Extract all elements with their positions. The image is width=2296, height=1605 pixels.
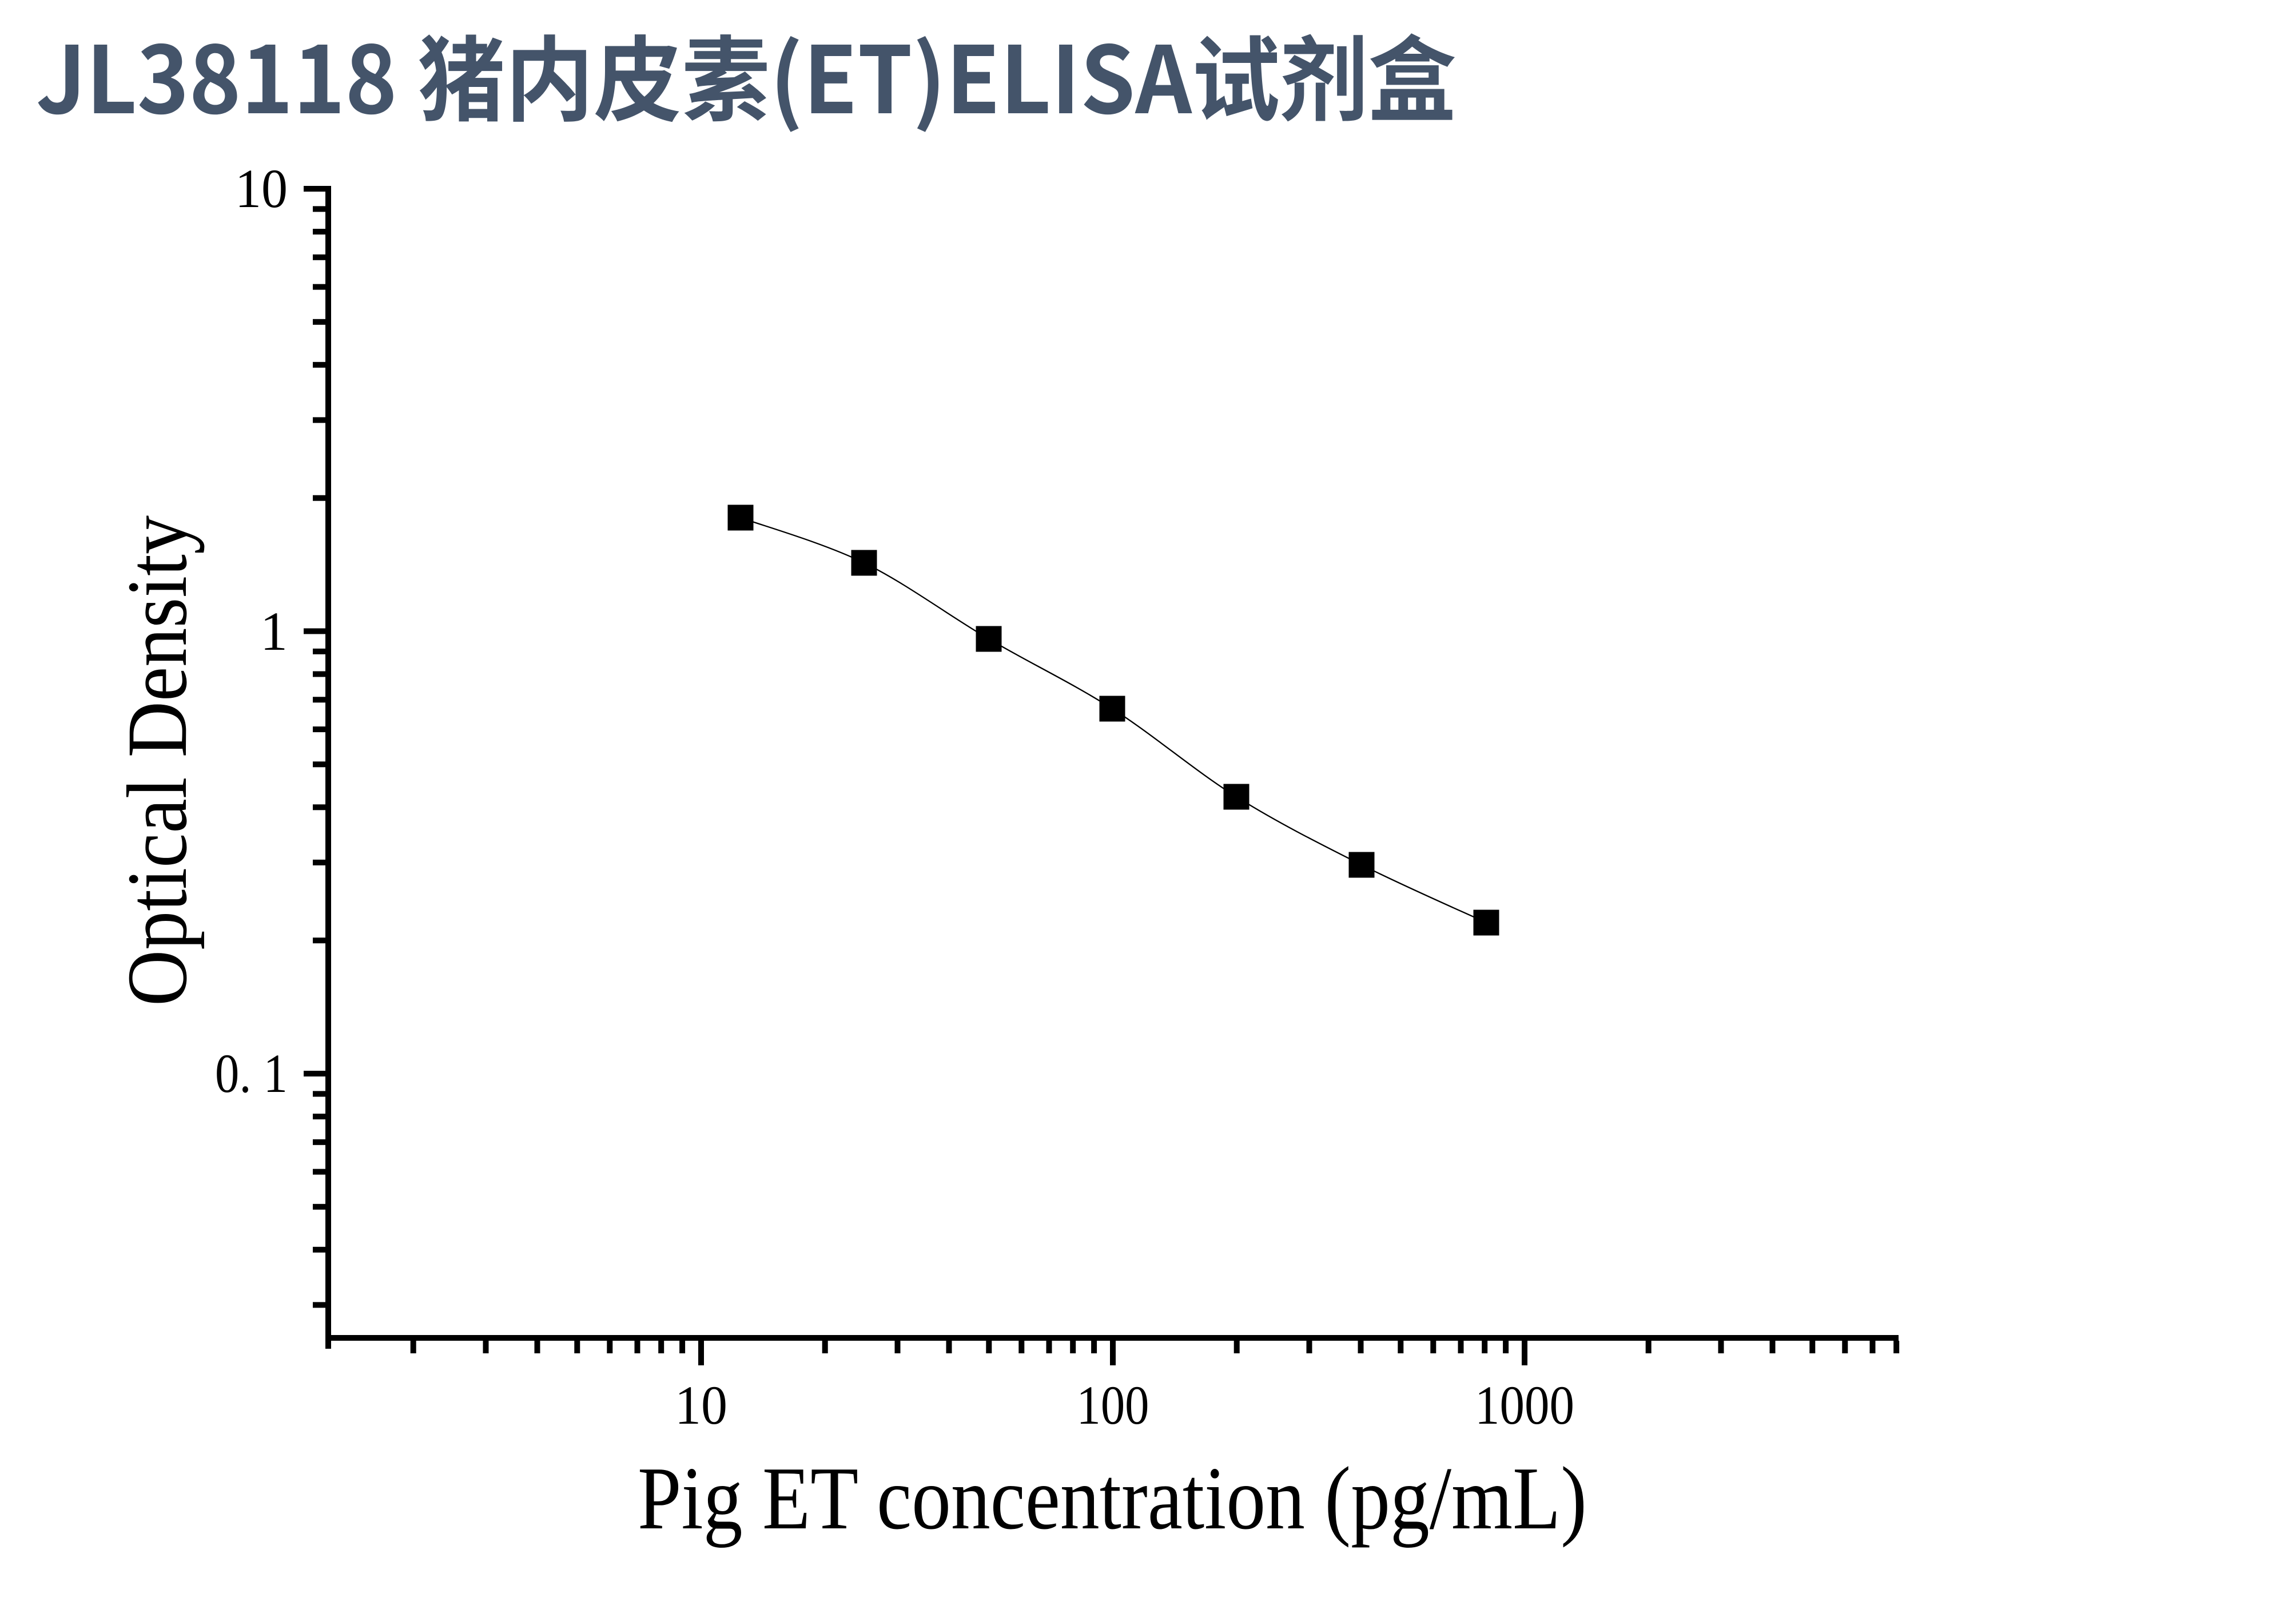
svg-text:1000: 1000	[1475, 1374, 1574, 1436]
svg-text:10: 10	[235, 158, 288, 219]
svg-text:Pig ET concentration (pg/mL): Pig ET concentration (pg/mL)	[638, 1448, 1587, 1548]
svg-text:0. 1: 0. 1	[215, 1043, 288, 1104]
svg-text:1: 1	[260, 601, 288, 662]
svg-text:Optical Density: Optical Density	[110, 515, 205, 1006]
svg-text:100: 100	[1077, 1374, 1149, 1436]
svg-text:10: 10	[675, 1374, 727, 1436]
